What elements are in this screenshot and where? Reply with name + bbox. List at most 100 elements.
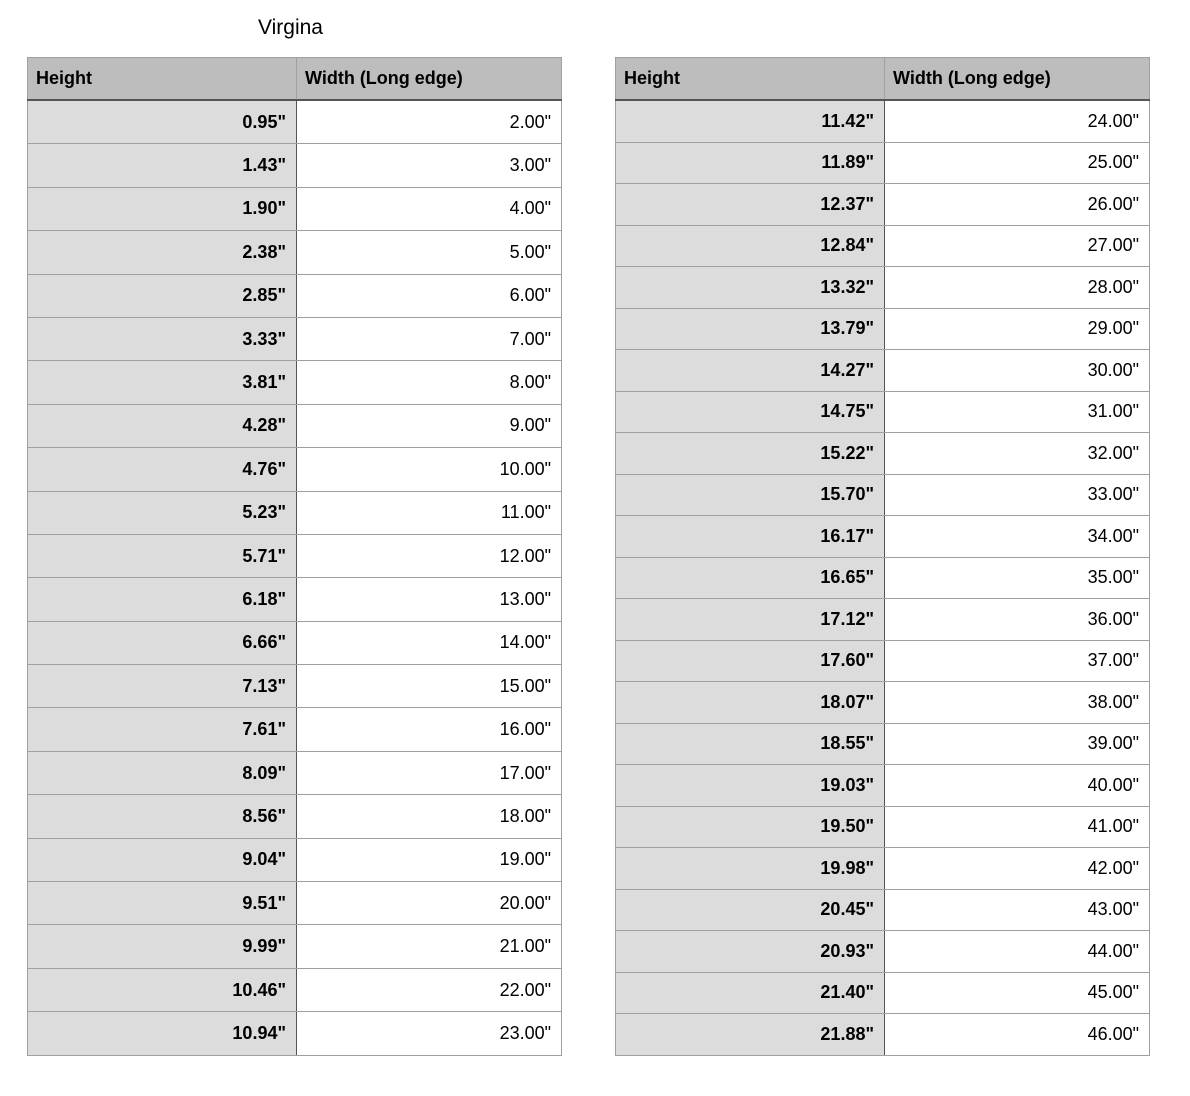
table-row: 14.27" 30.00" bbox=[615, 349, 1150, 392]
height-cell: 11.89" bbox=[615, 141, 885, 184]
column-header: Height bbox=[27, 57, 297, 101]
width-cell: 18.00" bbox=[296, 794, 562, 839]
width-cell: 21.00" bbox=[296, 924, 562, 969]
table-row: 17.12" 36.00" bbox=[615, 598, 1150, 641]
width-cell: 32.00" bbox=[884, 432, 1150, 475]
height-cell: 2.85" bbox=[27, 273, 297, 318]
table-row: 11.89" 25.00" bbox=[615, 141, 1150, 184]
table-row: 14.75" 31.00" bbox=[615, 390, 1150, 433]
table-row: 9.51" 20.00" bbox=[27, 881, 562, 926]
table-row: 6.66" 14.00" bbox=[27, 620, 562, 666]
width-cell: 31.00" bbox=[884, 390, 1150, 433]
width-cell: 37.00" bbox=[884, 639, 1150, 682]
table-row: 13.79" 29.00" bbox=[615, 307, 1150, 350]
height-cell: 21.88" bbox=[615, 1013, 885, 1056]
width-cell: 38.00" bbox=[884, 681, 1150, 724]
height-cell: 9.04" bbox=[27, 837, 297, 883]
height-cell: 10.46" bbox=[27, 967, 297, 1013]
width-cell: 3.00" bbox=[296, 143, 562, 188]
width-cell: 40.00" bbox=[884, 764, 1150, 807]
table-row: 10.94" 23.00" bbox=[27, 1011, 562, 1056]
height-cell: 4.28" bbox=[27, 403, 297, 449]
size-table-left: Height Width (Long edge) 0.95" 2.00" 1.43" 3.… bbox=[27, 57, 562, 1056]
width-cell: 15.00" bbox=[296, 664, 562, 709]
height-cell: 1.90" bbox=[27, 186, 297, 232]
height-cell: 4.76" bbox=[27, 447, 297, 492]
table-row: 18.55" 39.00" bbox=[615, 722, 1150, 765]
table-row: 4.76" 10.00" bbox=[27, 447, 562, 492]
width-cell: 2.00" bbox=[296, 99, 562, 145]
height-cell: 15.22" bbox=[615, 432, 885, 475]
height-cell: 8.56" bbox=[27, 794, 297, 839]
height-cell: 21.40" bbox=[615, 971, 885, 1014]
table-row: 18.07" 38.00" bbox=[615, 681, 1150, 724]
table-row: 15.70" 33.00" bbox=[615, 473, 1150, 516]
width-cell: 26.00" bbox=[884, 183, 1150, 226]
column-header: Height bbox=[615, 57, 885, 101]
table-row: 12.84" 27.00" bbox=[615, 224, 1150, 267]
table-row: 4.28" 9.00" bbox=[27, 403, 562, 449]
table-row: 9.04" 19.00" bbox=[27, 837, 562, 883]
width-cell: 9.00" bbox=[296, 403, 562, 449]
size-table-right: Height Width (Long edge) 11.42" 24.00" 11.89… bbox=[615, 57, 1150, 1056]
table-row: 0.95" 2.00" bbox=[27, 99, 562, 145]
width-cell: 30.00" bbox=[884, 349, 1150, 392]
height-cell: 13.79" bbox=[615, 307, 885, 350]
height-cell: 17.60" bbox=[615, 639, 885, 682]
table-row: 19.98" 42.00" bbox=[615, 847, 1150, 890]
table-row: 21.40" 45.00" bbox=[615, 971, 1150, 1014]
height-cell: 7.61" bbox=[27, 707, 297, 752]
table-row: 5.71" 12.00" bbox=[27, 533, 562, 579]
width-cell: 25.00" bbox=[884, 141, 1150, 184]
height-cell: 0.95" bbox=[27, 99, 297, 145]
width-cell: 22.00" bbox=[296, 967, 562, 1013]
page-title: Virgina bbox=[258, 16, 323, 39]
height-cell: 19.98" bbox=[615, 847, 885, 890]
table-row: 3.81" 8.00" bbox=[27, 360, 562, 405]
table-row: 20.45" 43.00" bbox=[615, 888, 1150, 931]
width-cell: 29.00" bbox=[884, 307, 1150, 350]
height-cell: 11.42" bbox=[615, 99, 885, 143]
header-row: Height Width (Long edge) bbox=[27, 57, 562, 101]
width-cell: 24.00" bbox=[884, 99, 1150, 143]
width-cell: 42.00" bbox=[884, 847, 1150, 890]
table-row: 16.65" 35.00" bbox=[615, 556, 1150, 599]
table-row: 9.99" 21.00" bbox=[27, 924, 562, 969]
table-row: 17.60" 37.00" bbox=[615, 639, 1150, 682]
width-cell: 4.00" bbox=[296, 186, 562, 232]
table-row: 1.90" 4.00" bbox=[27, 186, 562, 232]
height-cell: 15.70" bbox=[615, 473, 885, 516]
height-cell: 14.27" bbox=[615, 349, 885, 392]
table-row: 3.33" 7.00" bbox=[27, 316, 562, 362]
width-cell: 43.00" bbox=[884, 888, 1150, 931]
width-cell: 41.00" bbox=[884, 805, 1150, 848]
table-row: 19.03" 40.00" bbox=[615, 764, 1150, 807]
table-row: 13.32" 28.00" bbox=[615, 266, 1150, 309]
table-row: 2.38" 5.00" bbox=[27, 230, 562, 275]
table-row: 6.18" 13.00" bbox=[27, 577, 562, 622]
height-cell: 9.99" bbox=[27, 924, 297, 969]
height-cell: 7.13" bbox=[27, 664, 297, 709]
table-row: 12.37" 26.00" bbox=[615, 183, 1150, 226]
width-cell: 33.00" bbox=[884, 473, 1150, 516]
column-header: Width (Long edge) bbox=[296, 57, 562, 101]
height-cell: 6.66" bbox=[27, 620, 297, 666]
width-cell: 27.00" bbox=[884, 224, 1150, 267]
height-cell: 3.81" bbox=[27, 360, 297, 405]
width-cell: 8.00" bbox=[296, 360, 562, 405]
table-row: 7.61" 16.00" bbox=[27, 707, 562, 752]
width-cell: 7.00" bbox=[296, 316, 562, 362]
width-cell: 5.00" bbox=[296, 230, 562, 275]
width-cell: 13.00" bbox=[296, 577, 562, 622]
width-cell: 34.00" bbox=[884, 515, 1150, 558]
width-cell: 46.00" bbox=[884, 1013, 1150, 1056]
height-cell: 1.43" bbox=[27, 143, 297, 188]
width-cell: 20.00" bbox=[296, 881, 562, 926]
table-row: 15.22" 32.00" bbox=[615, 432, 1150, 475]
height-cell: 19.50" bbox=[615, 805, 885, 848]
height-cell: 19.03" bbox=[615, 764, 885, 807]
width-cell: 45.00" bbox=[884, 971, 1150, 1014]
width-cell: 19.00" bbox=[296, 837, 562, 883]
table-row: 21.88" 46.00" bbox=[615, 1013, 1150, 1056]
height-cell: 16.17" bbox=[615, 515, 885, 558]
